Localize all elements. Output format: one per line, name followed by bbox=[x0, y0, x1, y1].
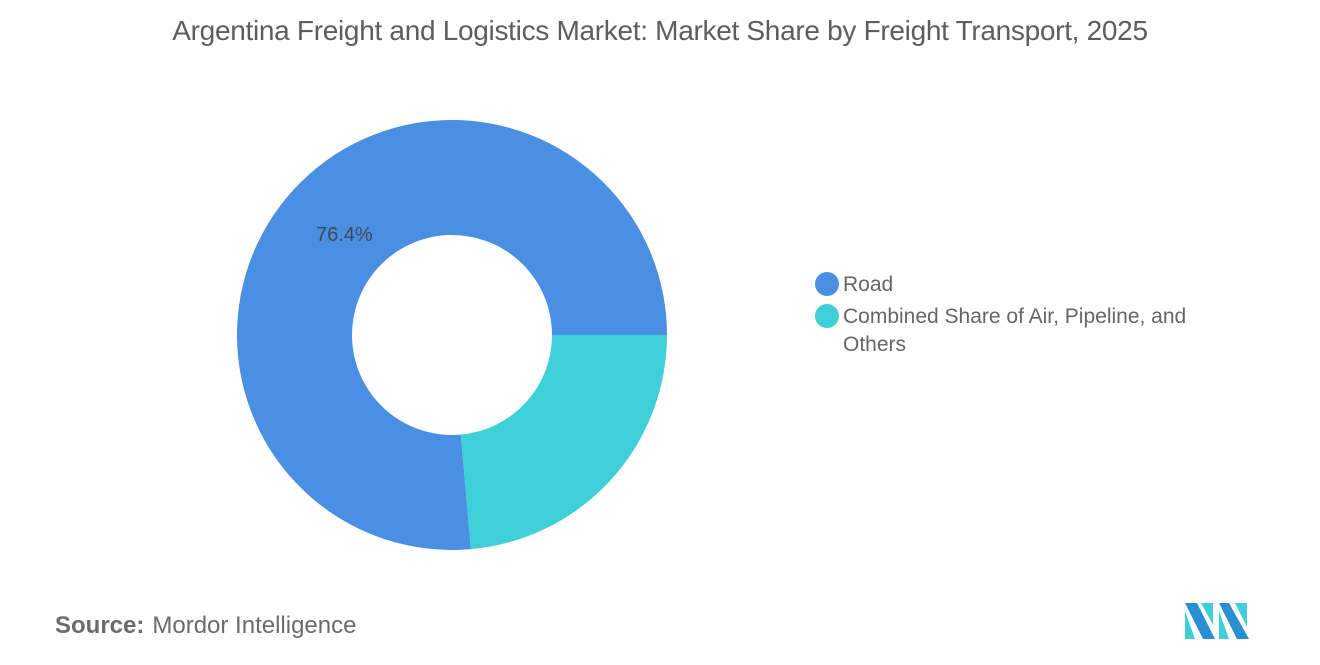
chart-title: Argentina Freight and Logistics Market: … bbox=[0, 12, 1320, 49]
chart-title-text: Argentina Freight and Logistics Market: … bbox=[172, 15, 1148, 46]
donut-segments bbox=[237, 119, 668, 550]
mordor-intelligence-logo-icon bbox=[1185, 603, 1249, 639]
legend-label-others: Combined Share of Air, Pipeline, and Oth… bbox=[843, 305, 1187, 356]
donut-segment-others[interactable] bbox=[460, 335, 667, 550]
source-value: Mordor Intelligence bbox=[152, 612, 357, 639]
legend-item-road[interactable]: Road bbox=[815, 271, 1223, 299]
slice-label-road: 76.4% bbox=[316, 224, 373, 246]
legend-dot-others-icon bbox=[815, 304, 839, 328]
legend-item-others[interactable]: Combined Share of Air, Pipeline, and Oth… bbox=[815, 303, 1223, 359]
legend: Road Combined Share of Air, Pipeline, an… bbox=[815, 271, 1223, 363]
source-label: Source: bbox=[55, 612, 145, 639]
source-attribution: Source: Mordor Intelligence bbox=[55, 612, 356, 640]
legend-label-road: Road bbox=[843, 273, 894, 296]
donut-segment-road[interactable] bbox=[237, 119, 668, 550]
legend-dot-road-icon bbox=[815, 272, 839, 296]
